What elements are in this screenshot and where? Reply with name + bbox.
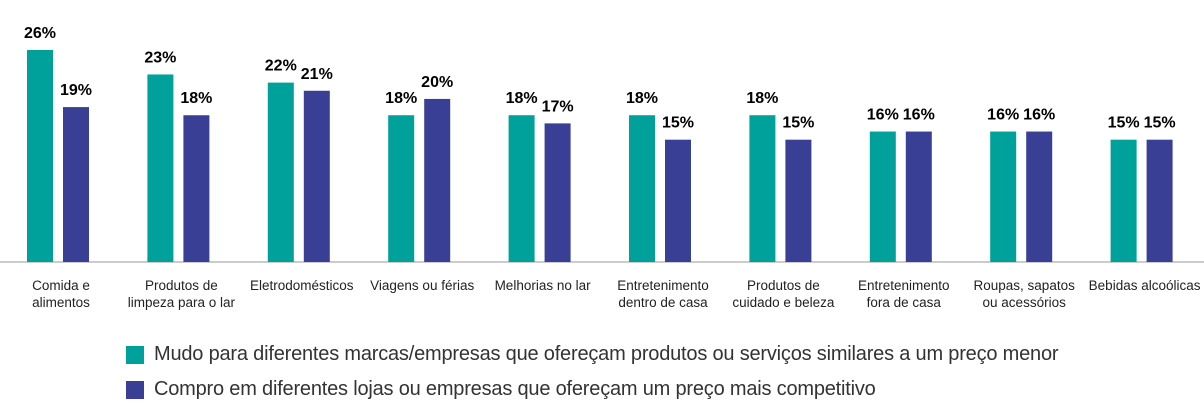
legend-item: Mudo para diferentes marcas/empresas que… xyxy=(126,343,1059,366)
value-label: 18% xyxy=(180,90,212,107)
value-label: 18% xyxy=(626,90,658,107)
value-label: 26% xyxy=(24,25,56,42)
x-tick-label: Produtos de cuidado e beleza xyxy=(732,278,835,310)
value-label: 18% xyxy=(746,90,778,107)
value-label: 16% xyxy=(867,107,899,124)
value-label: 19% xyxy=(60,82,92,99)
value-label: 17% xyxy=(542,98,574,115)
legend-swatch xyxy=(126,345,144,364)
value-label: 16% xyxy=(1023,107,1055,124)
x-tick-label: Entretenimento fora de casa xyxy=(858,278,950,310)
value-label: 18% xyxy=(506,90,538,107)
bar xyxy=(1110,139,1137,262)
legend-item: Compro em diferentes lojas ou empresas q… xyxy=(126,378,876,401)
x-tick-label: Entretenimento dentro de casa xyxy=(617,278,709,310)
bar xyxy=(544,123,571,262)
bar xyxy=(990,131,1017,262)
bar xyxy=(869,131,896,262)
bar xyxy=(905,131,932,262)
x-tick-label: Melhorias no lar xyxy=(494,278,591,293)
bar xyxy=(508,115,535,262)
bar xyxy=(63,107,89,262)
legend-label: Mudo para diferentes marcas/empresas que… xyxy=(154,343,1059,365)
x-tick-label: Produtos de limpeza para o lar xyxy=(127,278,236,310)
value-label: 15% xyxy=(1108,115,1140,132)
bar xyxy=(27,50,53,262)
legend-swatch xyxy=(126,380,144,399)
bar xyxy=(147,74,174,262)
x-tick-label: Eletrodomésticos xyxy=(250,278,354,293)
bar xyxy=(424,98,451,262)
value-label: 16% xyxy=(987,107,1019,124)
bar xyxy=(665,139,691,262)
x-tick-label: Roupas, sapatos ou acessórios xyxy=(973,278,1075,310)
value-label: 15% xyxy=(662,115,694,132)
bar xyxy=(267,82,294,262)
value-label: 21% xyxy=(301,66,333,83)
value-label: 22% xyxy=(265,58,297,75)
value-label: 23% xyxy=(144,49,176,66)
value-label: 15% xyxy=(782,115,814,132)
bar xyxy=(1026,131,1053,262)
x-tick-label: Bebidas alcoólicas xyxy=(1088,278,1201,293)
bar xyxy=(785,139,812,262)
value-label: 16% xyxy=(903,107,935,124)
bar xyxy=(1146,139,1173,262)
x-tick-label: Comida e alimentos xyxy=(32,278,90,310)
bar xyxy=(183,115,210,262)
value-label: 20% xyxy=(421,74,453,91)
bar xyxy=(749,115,776,262)
x-tick-label: Viagens ou férias xyxy=(370,278,475,293)
value-label: 18% xyxy=(385,90,417,107)
bar xyxy=(629,115,655,262)
legend-label: Compro em diferentes lojas ou empresas q… xyxy=(154,378,876,400)
bar xyxy=(388,115,415,262)
bar xyxy=(303,90,330,263)
value-label: 15% xyxy=(1144,115,1176,132)
